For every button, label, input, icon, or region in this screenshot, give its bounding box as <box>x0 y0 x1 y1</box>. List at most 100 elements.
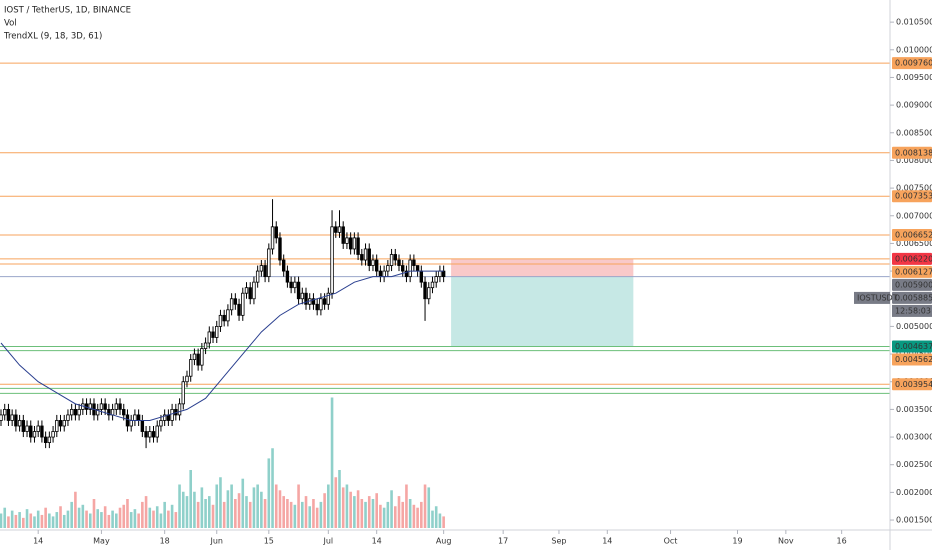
volume-bar <box>420 501 423 528</box>
volume-bar <box>371 499 375 528</box>
volume-bar <box>308 506 312 528</box>
price-label: 0.006220 <box>895 254 932 263</box>
y-tick-label: 0.010500 <box>896 18 932 27</box>
volume-bar <box>431 510 434 528</box>
volume-bar <box>167 510 170 528</box>
volume-bar <box>74 491 77 528</box>
candle-body <box>10 414 14 421</box>
y-tick-label: 0.001500 <box>896 516 932 525</box>
price-label: 0.005900 <box>895 280 932 289</box>
y-tick-label: 0.007500 <box>896 184 932 193</box>
x-tick-label: Oct <box>664 537 678 546</box>
ma-line <box>0 270 444 421</box>
candle-body <box>151 431 156 438</box>
y-tick-label: 0.003500 <box>896 405 932 414</box>
price-label-box <box>892 291 932 304</box>
candle-body <box>244 287 249 294</box>
countdown-label: 12:58:03 <box>895 306 931 315</box>
volume-bar <box>215 484 219 528</box>
volume-bar <box>111 510 114 528</box>
volume-bar <box>416 507 419 528</box>
volume-bar <box>438 513 442 528</box>
candle-body <box>319 298 323 311</box>
x-tick-label: 16 <box>837 537 847 546</box>
price-label-box <box>892 340 932 353</box>
candle-body <box>32 431 37 438</box>
volume-bar <box>345 484 349 528</box>
volume-bar <box>241 478 245 528</box>
volume-bar <box>367 496 371 528</box>
candle-body <box>367 248 371 266</box>
volume-bar <box>66 510 70 528</box>
volume-bar <box>360 499 364 528</box>
volume-bar <box>323 493 326 528</box>
candle-body <box>229 298 234 311</box>
volume-bar <box>174 512 178 528</box>
candle-body <box>0 414 3 421</box>
candle-body <box>352 237 357 250</box>
candle-body <box>293 281 297 289</box>
candle-body <box>69 408 74 416</box>
candle-body <box>196 353 200 366</box>
volume-bar <box>115 513 118 528</box>
price-label-box <box>892 378 932 391</box>
candle-body <box>162 414 167 421</box>
volume-bar <box>25 509 29 528</box>
candle-body <box>334 226 338 233</box>
candle-body <box>408 259 412 278</box>
price-label: 0.004637 <box>895 342 932 351</box>
candle-body <box>114 403 119 410</box>
candle-body <box>382 270 386 278</box>
candle-body <box>267 248 271 278</box>
x-tick-label: 14 <box>372 537 382 546</box>
volume-bar <box>14 514 18 528</box>
price-label: 0.006127 <box>895 267 932 276</box>
volume-bar <box>226 490 230 528</box>
candle-body <box>129 420 133 427</box>
volume-bar <box>122 504 126 528</box>
volume-bar <box>442 516 445 528</box>
volume-bar <box>100 512 103 528</box>
candle-body <box>43 436 48 443</box>
price-label-box <box>892 146 932 159</box>
candle-body <box>252 281 256 300</box>
y-tick-label: 0.008000 <box>896 156 932 165</box>
volume-bar <box>7 516 10 528</box>
candle-body <box>155 425 159 438</box>
candle-body <box>159 420 163 427</box>
candle-body <box>170 408 174 421</box>
volume-bar <box>81 504 85 528</box>
volume-bar <box>22 517 25 528</box>
price-label: 0.005885 <box>895 293 932 302</box>
price-label-box <box>892 57 932 70</box>
volume-bar <box>185 496 189 528</box>
chart-title: IOST / TetherUS, 1D, BINANCE <box>4 6 131 16</box>
volume-bar <box>219 477 222 528</box>
volume-bar <box>379 504 382 528</box>
volume-bar <box>3 507 7 528</box>
volume-bar <box>334 477 338 528</box>
candle-body <box>300 292 304 300</box>
candle-body <box>330 226 334 294</box>
candle-body <box>99 403 104 410</box>
price-label-box <box>892 353 932 366</box>
candle-body <box>133 414 137 421</box>
volume-bar <box>260 491 263 528</box>
candle-body <box>259 265 264 272</box>
x-tick-label: Jun <box>209 537 223 546</box>
candle-body <box>211 331 215 338</box>
volume-bar <box>85 510 88 528</box>
y-tick-label: 0.009000 <box>896 101 932 110</box>
candle-body <box>96 408 100 416</box>
volume-bar <box>427 487 431 528</box>
candle-body <box>51 431 55 438</box>
volume-bar <box>412 504 416 528</box>
volume-bar <box>152 510 155 528</box>
volume-bar <box>252 487 256 528</box>
x-tick-label: 17 <box>498 537 508 546</box>
candle-body <box>274 226 278 239</box>
volume-bar <box>178 484 181 528</box>
candle-body <box>285 270 290 283</box>
volume-bar <box>204 499 207 528</box>
candle-body <box>148 431 152 438</box>
